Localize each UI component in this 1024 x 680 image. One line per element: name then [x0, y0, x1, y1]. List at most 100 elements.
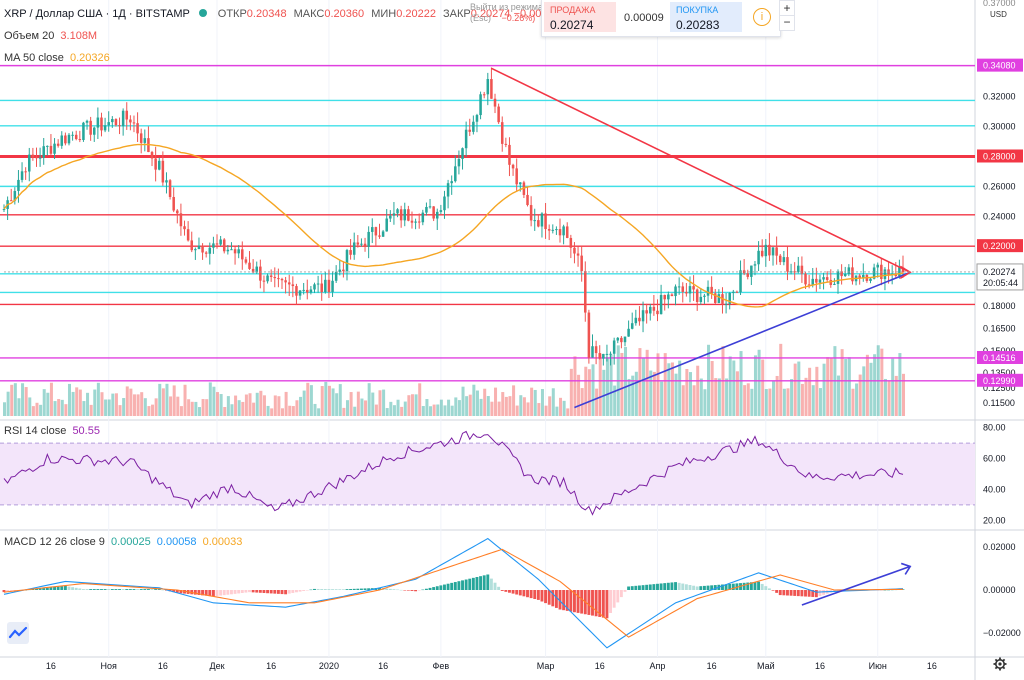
candle-body	[858, 275, 861, 279]
candle-body	[17, 179, 20, 191]
volume-bar	[688, 372, 692, 416]
buy-button[interactable]: ПОКУПКА 0.20283	[670, 2, 742, 32]
candle-body	[450, 181, 453, 184]
macd-histogram-bar	[132, 589, 136, 590]
time-axis-label: 16	[158, 661, 168, 671]
candle-body	[818, 279, 822, 283]
candle-body	[320, 283, 323, 293]
volume-bar	[212, 386, 216, 416]
ohlc-high: 0.20360	[324, 8, 365, 20]
candle-body	[634, 317, 638, 324]
volume-bar	[49, 382, 53, 416]
candle-body	[143, 138, 147, 143]
volume-bar	[125, 386, 129, 416]
volume-bar	[154, 398, 158, 416]
macd-histogram-bar	[276, 590, 280, 594]
volume-legend[interactable]: Объем 20 3.108M	[4, 30, 97, 42]
volume-bar	[24, 387, 28, 416]
volume-bar	[504, 396, 508, 416]
macd-histogram-bar	[60, 586, 64, 590]
candle-body	[706, 286, 710, 296]
rsi-legend[interactable]: RSI 14 close 50.55	[4, 425, 100, 437]
candle-body	[605, 353, 609, 355]
macd-histogram-bar	[446, 583, 450, 590]
macd-histogram-bar	[92, 589, 96, 590]
volume-bar	[519, 395, 523, 416]
macd-histogram-bar	[248, 590, 251, 593]
volume-bar	[522, 397, 526, 416]
volume-bar	[710, 361, 714, 416]
candle-body	[486, 79, 490, 95]
volume-bar	[602, 369, 606, 416]
rsi-value: 50.55	[72, 425, 100, 437]
volume-bar	[584, 366, 588, 416]
macd-histogram-bar	[291, 590, 295, 593]
candle-body	[627, 328, 630, 337]
time-axis-label: Дек	[209, 661, 224, 671]
volume-bar	[288, 405, 292, 416]
macd-histogram-bar	[749, 582, 753, 590]
volume-bar	[566, 408, 570, 416]
candle-body	[558, 229, 562, 236]
macd-histogram-bar	[136, 589, 140, 590]
candle-body	[237, 249, 240, 254]
macd-histogram-bar	[605, 590, 609, 619]
macd-histogram-bar	[883, 589, 887, 591]
candle-body	[219, 239, 222, 245]
symbol-title[interactable]: XRP / Доллар США · 1Д · BITSTAMP	[4, 8, 190, 20]
macd-histogram-bar	[53, 587, 56, 590]
macd-histogram-bar	[295, 590, 298, 593]
macd-tick-label: 0.02000	[983, 542, 1016, 552]
volume-bar	[656, 353, 660, 416]
candle-body	[53, 143, 56, 154]
candle-body	[710, 286, 713, 294]
candle-body	[20, 171, 24, 180]
macd-histogram-bar	[493, 582, 497, 590]
macd-value-line: 0.00058	[156, 536, 197, 548]
zoom-out-button[interactable]: −	[779, 15, 795, 31]
volume-bar	[634, 371, 638, 416]
volume-bar	[114, 393, 118, 416]
candle-body	[179, 213, 183, 227]
info-icon[interactable]: i	[753, 8, 771, 26]
volume-bar	[169, 396, 173, 416]
volume-bar	[681, 385, 685, 416]
volume-bar	[569, 368, 573, 416]
zoom-in-button[interactable]: +	[779, 0, 795, 16]
macd-histogram-bar	[464, 579, 468, 590]
macd-histogram-bar	[179, 590, 183, 594]
macd-histogram-bar	[508, 590, 511, 593]
macd-histogram-bar	[378, 587, 381, 590]
volume-bar	[17, 398, 21, 416]
macd-histogram-bar	[627, 586, 631, 590]
macd-legend[interactable]: MACD 12 26 close 9 0.00025 0.00058 0.000…	[4, 536, 242, 548]
gear-icon[interactable]	[993, 657, 1007, 676]
volume-bar	[237, 400, 241, 416]
candle-body	[28, 154, 31, 172]
volume-bar	[425, 399, 429, 416]
candle-body	[118, 125, 121, 127]
volume-bar	[118, 405, 122, 416]
volume-bar	[645, 349, 649, 416]
volume-bar	[317, 408, 321, 416]
candle-body	[446, 183, 450, 197]
rsi-tick-label: 60.00	[983, 454, 1006, 464]
market-status-icon	[198, 9, 207, 17]
price-tick-label: 0.26000	[983, 181, 1016, 191]
macd-histogram-bar	[396, 589, 399, 591]
sell-button[interactable]: ПРОДАЖА 0.20274	[544, 2, 616, 32]
volume-bar	[483, 388, 487, 416]
ma-legend[interactable]: MA 50 close 0.20326	[4, 52, 110, 64]
candle-body	[775, 247, 778, 256]
tradingview-logo-icon[interactable]	[7, 622, 29, 644]
level-price-label: 0.12990	[983, 376, 1016, 386]
macd-histogram-bar	[414, 590, 418, 592]
macd-histogram-bar	[432, 587, 436, 590]
signal-line	[3, 548, 904, 638]
macd-histogram-bar	[74, 587, 78, 590]
macd-histogram-bar	[782, 590, 786, 596]
candle-body	[165, 180, 168, 183]
volume-bar	[421, 406, 425, 416]
candle-body	[226, 249, 230, 252]
